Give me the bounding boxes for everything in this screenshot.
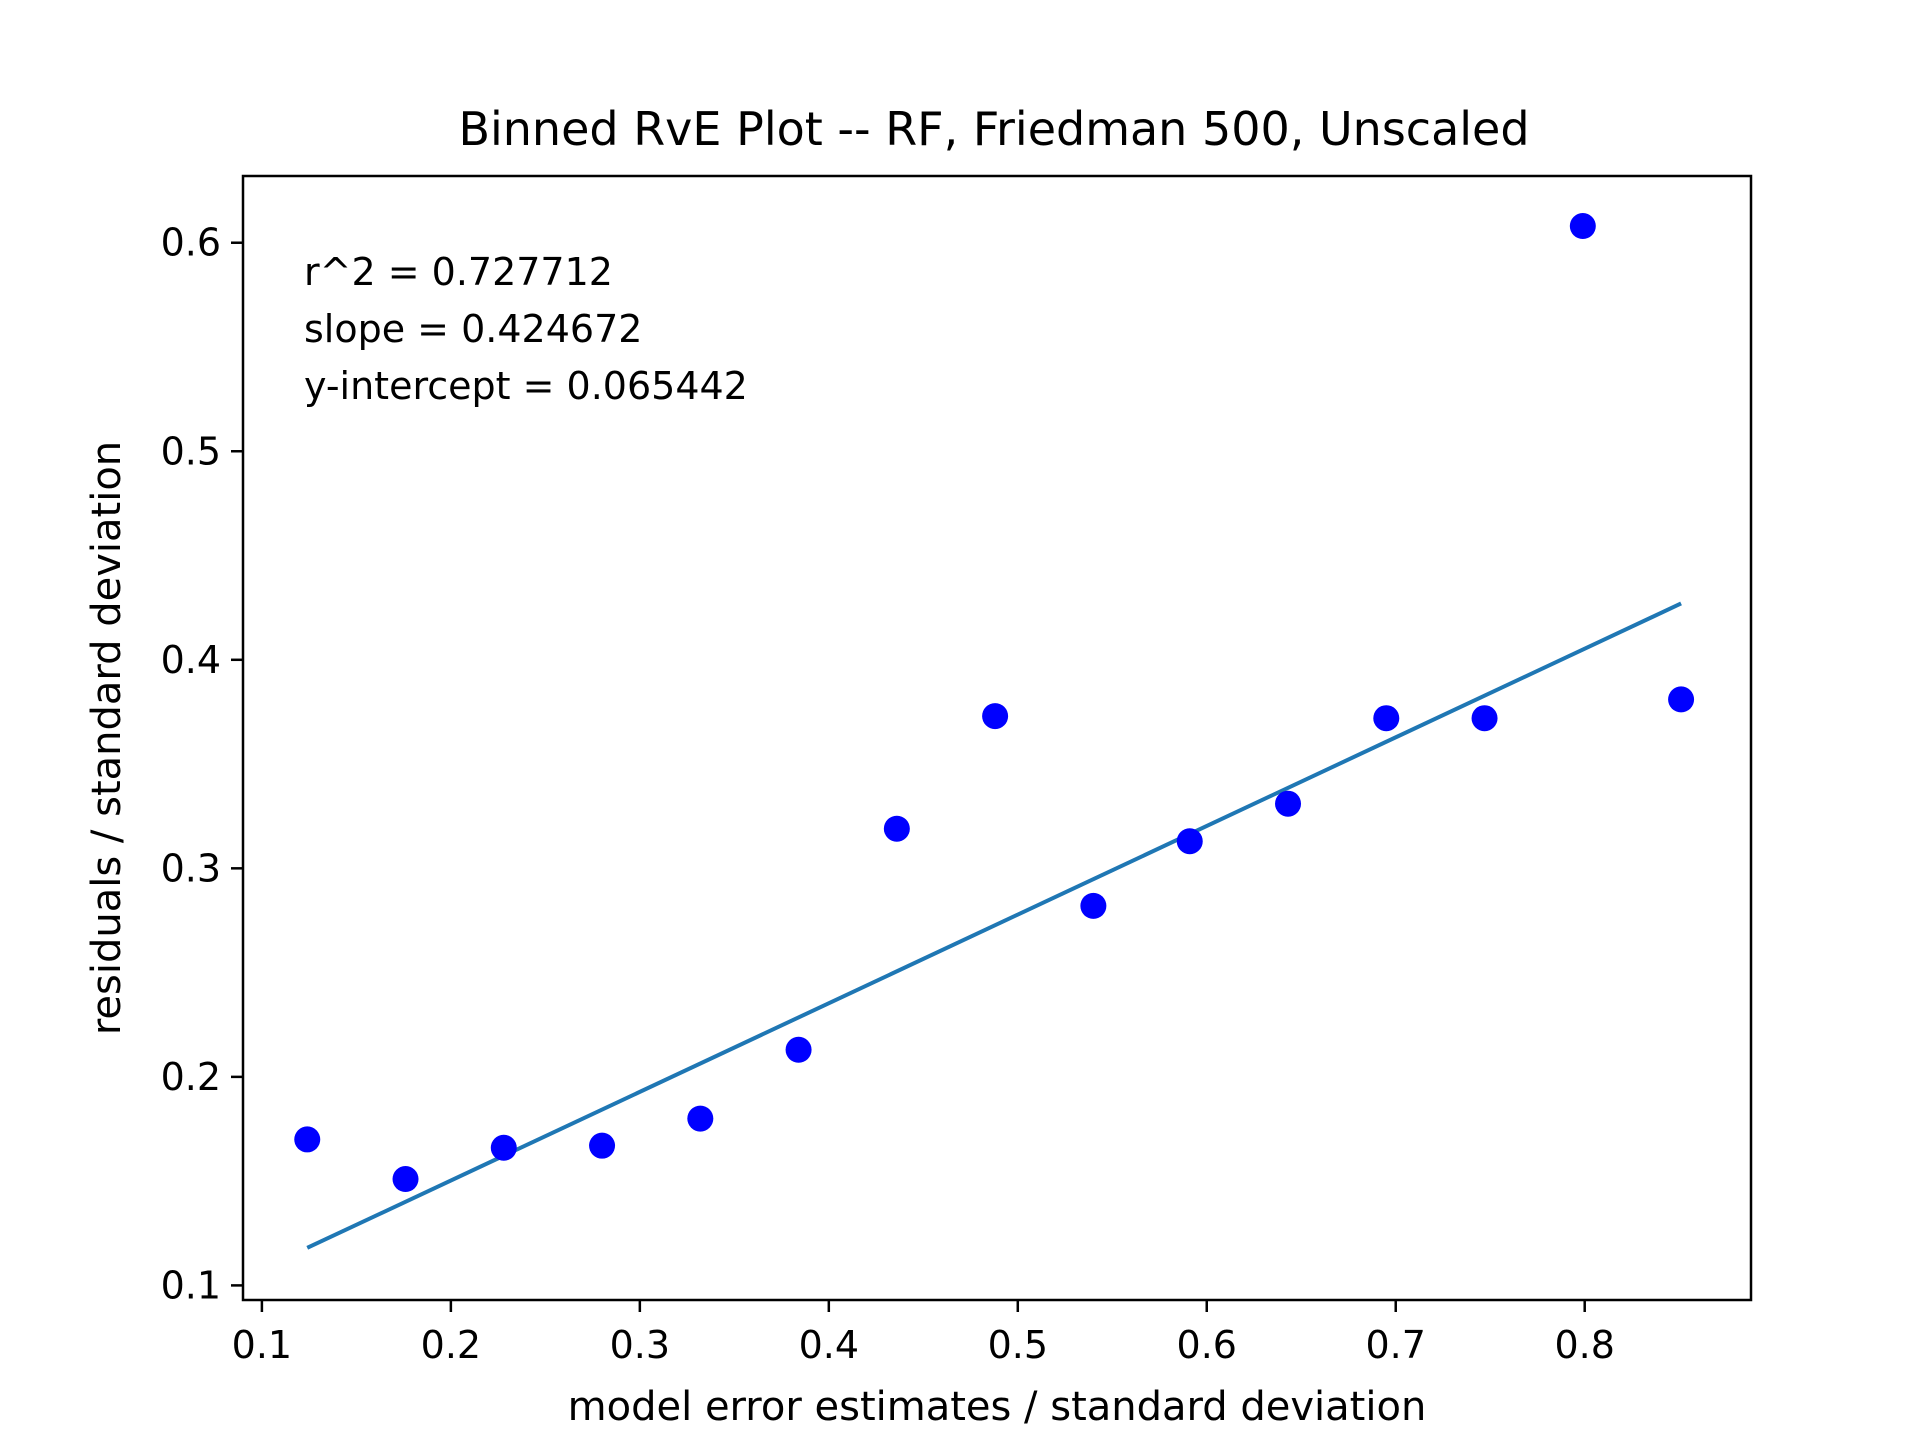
y-axis-ticks: 0.1 0.2 0.3 0.4 0.5 0.6: [161, 221, 243, 1307]
data-point: [982, 703, 1009, 730]
y-tick-label: 0.3: [161, 846, 221, 890]
data-point: [589, 1132, 616, 1159]
x-tick-label: 0.4: [799, 1323, 859, 1367]
y-tick-label: 0.6: [161, 221, 221, 265]
y-tick-label: 0.2: [161, 1055, 221, 1099]
regression-line: [306, 601, 1682, 1250]
x-tick-label: 0.3: [610, 1323, 670, 1367]
y-intercept-annotation: y-intercept = 0.065442: [304, 364, 748, 408]
x-tick-label: 0.2: [421, 1323, 481, 1367]
x-tick-label: 0.7: [1366, 1323, 1426, 1367]
plot-area-frame: [241, 174, 1753, 1302]
x-tick-label: 0.8: [1554, 1323, 1614, 1367]
data-point: [1275, 790, 1302, 817]
data-point: [1668, 686, 1695, 713]
y-tick-label: 0.4: [161, 638, 221, 682]
data-point: [1471, 705, 1498, 732]
data-point: [687, 1105, 714, 1132]
x-tick-label: 0.1: [232, 1323, 292, 1367]
data-point: [490, 1134, 517, 1161]
x-axis-label: model error estimates / standard deviati…: [568, 1384, 1427, 1430]
data-point: [1176, 828, 1203, 855]
slope-annotation: slope = 0.424672: [304, 307, 642, 351]
data-point: [1373, 705, 1400, 732]
stats-annotation: r^2 = 0.727712 slope = 0.424672 y-interc…: [304, 250, 748, 408]
data-point: [785, 1036, 812, 1063]
y-tick-label: 0.1: [161, 1263, 221, 1307]
data-point: [1080, 892, 1107, 919]
data-point: [392, 1166, 419, 1193]
data-point: [883, 815, 910, 842]
y-axis-label: residuals / standard deviation: [84, 441, 130, 1035]
y-tick-label: 0.5: [161, 429, 221, 473]
x-tick-label: 0.5: [988, 1323, 1048, 1367]
x-axis-ticks: 0.1 0.2 0.3 0.4 0.5 0.6 0.7 0.8: [232, 1300, 1615, 1367]
plot-marks: [294, 213, 1695, 1250]
data-point: [294, 1126, 321, 1153]
x-tick-label: 0.6: [1177, 1323, 1237, 1367]
data-point: [1569, 213, 1596, 240]
chart-title: Binned RvE Plot -- RF, Friedman 500, Uns…: [458, 102, 1529, 156]
r-squared-annotation: r^2 = 0.727712: [304, 250, 613, 294]
